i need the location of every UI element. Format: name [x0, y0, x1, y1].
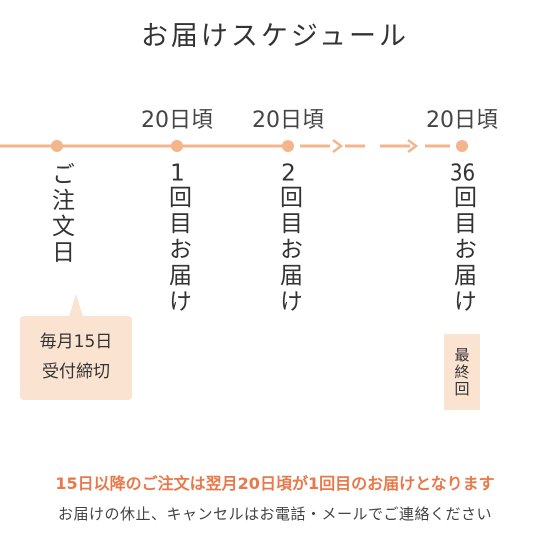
- step-label-1: 1回目お届け: [164, 162, 191, 315]
- final-badge-label: 最終回: [452, 346, 471, 398]
- timeline-dot-2: [282, 140, 294, 152]
- step-label-order: ご注文日: [47, 162, 74, 266]
- deadline-line-2: 受付締切: [42, 362, 110, 382]
- timeline-dot-1: [171, 140, 183, 152]
- deadline-callout: 毎月15日 受付締切: [20, 316, 132, 400]
- deadline-line-1: 毎月15日: [39, 332, 113, 353]
- step-label-2: 2回目お届け: [275, 162, 302, 315]
- date-label-3: 20日頃: [426, 108, 498, 133]
- timeline: [0, 139, 468, 153]
- date-label-2: 20日頃: [252, 108, 324, 133]
- date-label-1: 20日頃: [141, 108, 213, 133]
- note-cancel: お届けの休止、キャンセルはお電話・メールでご連絡ください: [57, 505, 492, 523]
- timeline-dot-order: [51, 140, 63, 152]
- page-title: お届けスケジュール: [140, 21, 410, 52]
- final-badge: 最終回: [444, 334, 480, 410]
- note-first-delivery: 15日以降のご注文は翌月20日頃が1回目のお届けとなります: [55, 474, 495, 493]
- arrow-icon-2: [407, 139, 419, 153]
- arrow-icon-1: [332, 139, 344, 153]
- timeline-dot-36: [456, 140, 468, 152]
- step-label-36: 36回目お届け: [449, 162, 476, 315]
